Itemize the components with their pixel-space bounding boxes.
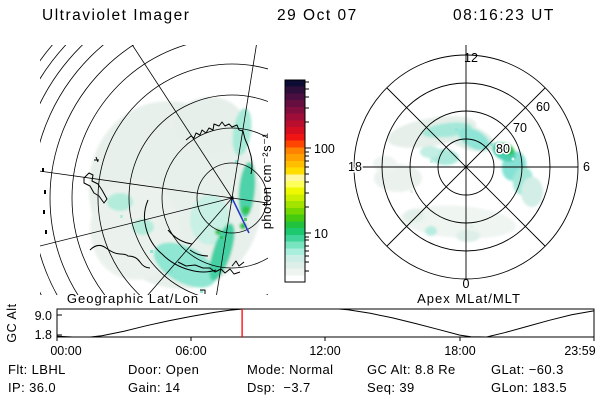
colorbar-tick-10: 10 — [314, 227, 328, 241]
geographic-projection-panel — [40, 45, 268, 295]
apex-caption: Apex MLat/MLT — [417, 291, 521, 306]
date-label: 29 Oct 07 — [277, 7, 358, 24]
colorbar-gradient — [284, 79, 306, 283]
status-flt: Flt: LBHL — [8, 362, 66, 377]
aurora-emission-geo — [88, 97, 262, 289]
geographic-caption: Geographic Lat/Lon — [67, 291, 199, 306]
mlt-label-18: 18 — [348, 160, 362, 174]
spacecraft-track-line — [231, 197, 250, 234]
xtick-0000: 00:00 — [50, 344, 81, 358]
ytick-max: 9.0 — [35, 309, 52, 323]
status-ip: IP: 36.0 — [8, 380, 57, 395]
projection-center-marker — [230, 196, 234, 200]
colorbar-tick-100: 100 — [314, 142, 335, 156]
plots-canvas: 100 10 photon cm⁻²s⁻¹ — [5, 45, 596, 358]
gc-alt-strip-chart: GC Alt 9.0 1.8 00:00 06:00 12:00 18:00 2… — [5, 303, 596, 358]
mlat-label-70: 70 — [513, 121, 527, 135]
status-gcalt: GC Alt: 8.8 Re — [367, 362, 456, 377]
status-mode: Mode: Normal — [247, 362, 334, 377]
status-door: Door: Open — [128, 362, 200, 377]
colorbar: 100 10 photon cm⁻²s⁻¹ — [259, 79, 335, 283]
mlat-mlt-grid — [353, 45, 579, 280]
status-seq: Seq: 39 — [367, 380, 415, 395]
mlt-label-12: 12 — [464, 51, 478, 65]
colorbar-label: photon cm⁻²s⁻¹ — [259, 133, 274, 230]
status-glon: GLon: 183.5 — [491, 380, 567, 395]
ytick-min: 1.8 — [35, 328, 52, 342]
apex-polar-panel: 12 18 6 0 60 70 80 — [347, 45, 590, 291]
xtick-1800: 18:00 — [444, 344, 475, 358]
status-gain: Gain: 14 — [128, 380, 181, 395]
gc-alt-curve — [56, 308, 594, 338]
mlat-label-80: 80 — [496, 142, 510, 156]
mlat-label-60: 60 — [536, 100, 550, 114]
gc-alt-ylabel: GC Alt — [5, 303, 19, 342]
mlt-label-6: 6 — [583, 160, 590, 174]
coast-fragments — [42, 168, 47, 234]
coastlines — [83, 121, 253, 294]
status-glat: GLat: −60.3 — [491, 362, 564, 377]
xtick-1200: 12:00 — [309, 344, 340, 358]
status-dsp: Dsp: −3.7 — [247, 380, 311, 395]
xtick-2359: 23:59 — [564, 344, 595, 358]
strip-chart-frame — [56, 308, 595, 338]
instrument-title: Ultraviolet Imager — [42, 7, 191, 24]
xtick-0600: 06:00 — [175, 344, 206, 358]
strip-chart-ticks — [56, 314, 595, 341]
mlt-label-0: 0 — [463, 277, 470, 291]
ut-time-label: 08:16:23 UT — [453, 7, 555, 24]
colorbar-ticks — [305, 81, 311, 272]
latlon-grid — [40, 45, 268, 295]
